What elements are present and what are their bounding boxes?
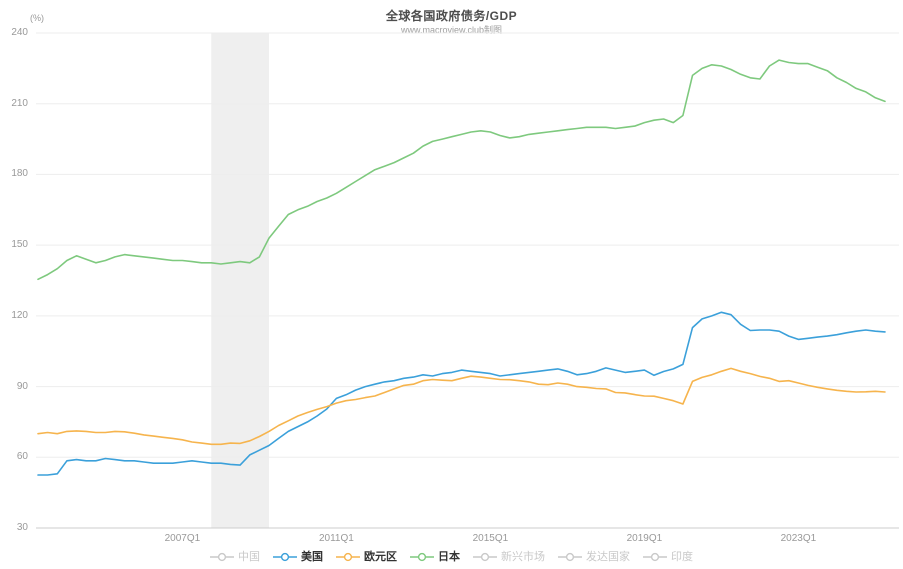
y-tick-label: 150 bbox=[11, 239, 28, 251]
x-tick-label: 2019Q1 bbox=[626, 533, 663, 544]
legend-item-india[interactable]: 印度 bbox=[643, 551, 693, 563]
series-line-japan bbox=[37, 59, 886, 281]
x-tick-label: 2007Q1 bbox=[164, 533, 201, 544]
legend-item-emerging-markets[interactable]: 新兴市场 bbox=[473, 551, 545, 563]
legend-item-japan[interactable]: 日本 bbox=[410, 551, 460, 563]
legend-label: 新兴市场 bbox=[501, 551, 545, 563]
x-tick-label: 2011Q1 bbox=[318, 533, 354, 544]
y-tick-label: 30 bbox=[16, 522, 28, 533]
y-tick-label: 60 bbox=[16, 451, 28, 463]
legend-item-usa[interactable]: 美国 bbox=[273, 551, 323, 563]
legend-line-marker-icon bbox=[473, 552, 497, 562]
legend-item-china[interactable]: 中国 bbox=[210, 551, 260, 563]
chart-subtitle: www.macroview.club制图 bbox=[400, 25, 503, 35]
legend-line-marker-icon bbox=[643, 552, 667, 562]
y-tick-label: 120 bbox=[11, 309, 28, 321]
x-tick-label: 2023Q1 bbox=[780, 533, 817, 544]
legend-line-marker-icon bbox=[558, 552, 582, 562]
legend-label: 日本 bbox=[438, 551, 460, 563]
y-axis-unit-label: (%) bbox=[30, 13, 44, 23]
series-line-usa bbox=[37, 311, 886, 476]
y-tick-label: 210 bbox=[11, 97, 28, 109]
legend-label: 发达国家 bbox=[586, 551, 630, 563]
legend-item-developed-countries[interactable]: 发达国家 bbox=[558, 551, 630, 563]
legend-label: 印度 bbox=[671, 551, 693, 563]
legend-label: 中国 bbox=[238, 551, 260, 563]
legend-item-eurozone[interactable]: 欧元区 bbox=[336, 551, 397, 563]
legend-line-marker-icon bbox=[210, 552, 234, 562]
recession-band bbox=[211, 33, 269, 528]
y-tick-label: 180 bbox=[11, 168, 28, 180]
x-tick-label: 2015Q1 bbox=[472, 533, 509, 544]
chart-legend: 中国 美国 欧元区 日本 新兴市场 发达国家 印度 bbox=[0, 548, 903, 566]
y-tick-label: 90 bbox=[16, 380, 28, 392]
series-line-eurozone bbox=[37, 367, 886, 446]
chart-title: 全球各国政府债务/GDP bbox=[385, 9, 518, 23]
legend-label: 欧元区 bbox=[364, 551, 397, 563]
legend-label: 美国 bbox=[301, 551, 323, 563]
y-tick-label: 240 bbox=[11, 27, 28, 38]
legend-line-marker-icon bbox=[410, 552, 434, 562]
legend-line-marker-icon bbox=[336, 552, 360, 562]
legend-line-marker-icon bbox=[273, 552, 297, 562]
